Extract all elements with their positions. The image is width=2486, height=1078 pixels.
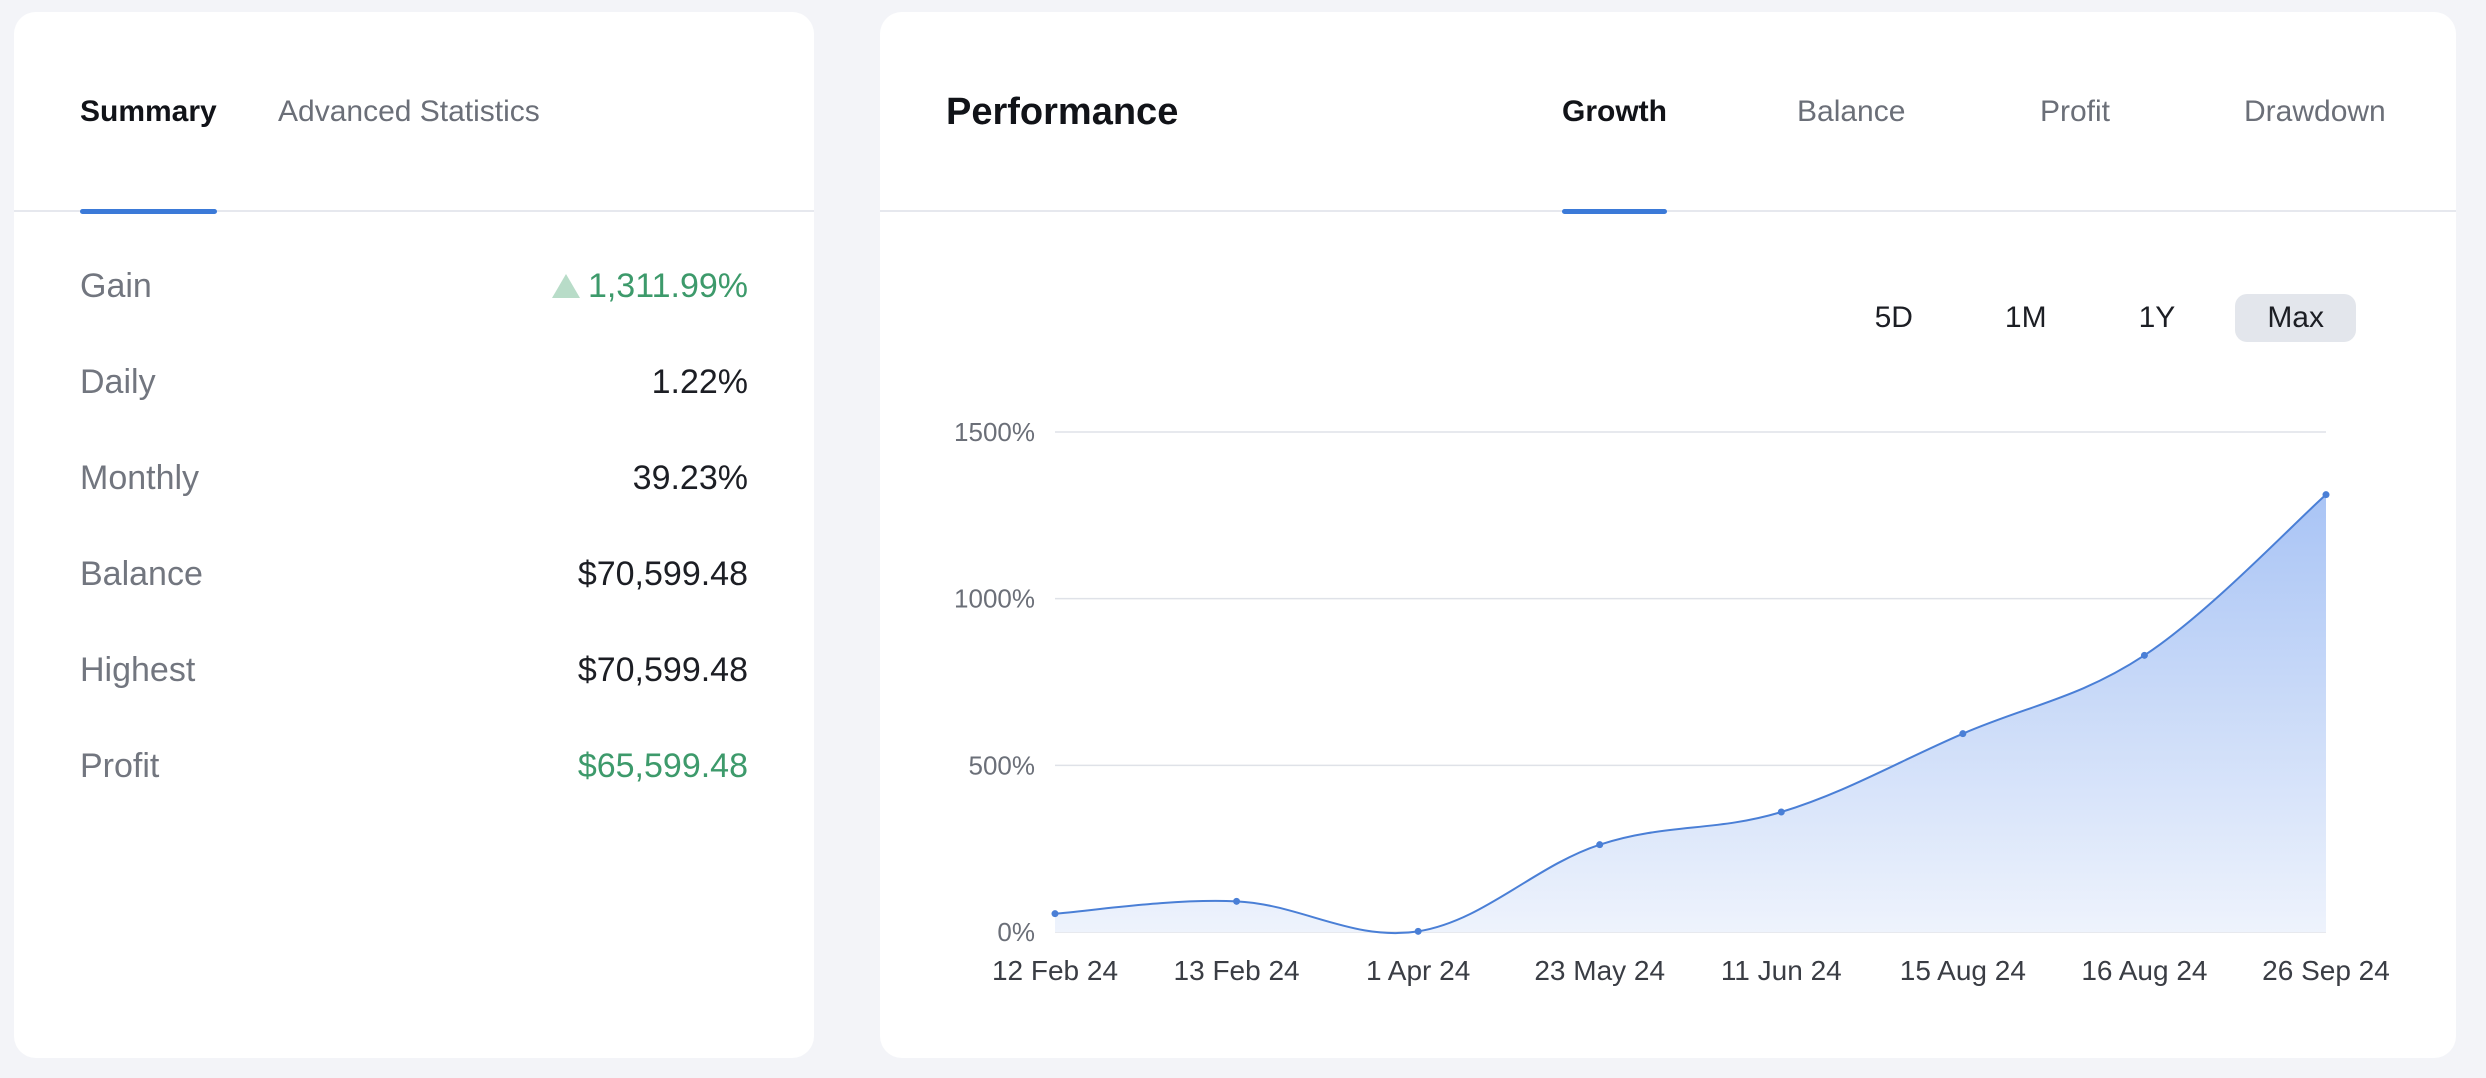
data-point: [1414, 927, 1422, 935]
stat-row-balance: Balance $70,599.48: [80, 544, 748, 604]
stat-value: 39.23%: [632, 458, 748, 497]
x-tick-label: 15 Aug 24: [1900, 955, 2026, 986]
growth-area: [1055, 494, 2326, 934]
data-point: [1777, 808, 1785, 816]
tab-summary[interactable]: Summary: [80, 12, 217, 214]
data-point: [2140, 651, 2148, 659]
data-point: [1596, 841, 1604, 849]
growth-chart: 0% 500% 1000% 1500% 12 Feb 24 13 Feb 24 1 Apr …: [954, 417, 2390, 986]
data-point: [1959, 730, 1967, 738]
stat-value: $70,599.48: [577, 650, 748, 689]
stat-label: Daily: [80, 362, 156, 401]
tab-balance[interactable]: Balance: [1797, 95, 1906, 128]
stat-label: Balance: [80, 554, 203, 593]
x-tick-label: 23 May 24: [1534, 955, 1665, 986]
time-range-selector: 5D 1M 1Y Max: [1815, 294, 2356, 342]
stat-value: 1.22%: [651, 362, 748, 401]
summary-card: Summary Advanced Statistics Gain 1,311.9…: [14, 12, 814, 1058]
stat-row-monthly: Monthly 39.23%: [80, 448, 748, 508]
range-5d-button[interactable]: 5D: [1874, 301, 1913, 334]
x-tick-label: 12 Feb 24: [992, 955, 1118, 986]
range-1m-button[interactable]: 1M: [2004, 301, 2047, 334]
tab-advanced-statistics[interactable]: Advanced Statistics: [278, 95, 540, 128]
stat-label: Profit: [80, 746, 160, 785]
data-point: [1051, 910, 1059, 918]
x-tick-label: 11 Jun 24: [1721, 955, 1842, 986]
tab-growth[interactable]: Growth: [1562, 12, 1667, 214]
stat-row-daily: Daily 1.22%: [80, 352, 748, 412]
data-point: [1233, 897, 1241, 905]
y-tick-label: 0%: [997, 917, 1035, 947]
y-tick-label: 500%: [969, 750, 1036, 780]
stat-value: $70,599.48: [577, 554, 748, 593]
data-point: [2322, 491, 2330, 499]
x-tick-label: 26 Sep 24: [2262, 955, 2390, 986]
range-max-button[interactable]: Max: [2235, 294, 2356, 342]
stat-value: $65,599.48: [577, 746, 748, 785]
stat-row-highest: Highest $70,599.48: [80, 640, 748, 700]
summary-tabbar: Summary Advanced Statistics: [14, 12, 814, 214]
performance-tabbar: Performance Growth Balance Profit Drawdo…: [880, 12, 2456, 214]
stat-row-gain: Gain 1,311.99%: [80, 256, 748, 316]
x-tick-label: 1 Apr 24: [1366, 955, 1470, 986]
trend-up-icon: [551, 274, 580, 298]
tab-drawdown[interactable]: Drawdown: [2244, 95, 2386, 128]
range-1y-button[interactable]: 1Y: [2138, 301, 2176, 334]
y-tick-label: 1000%: [954, 584, 1035, 614]
stat-row-profit: Profit $65,599.48: [80, 736, 748, 796]
gain-value: 1,311.99%: [587, 266, 748, 305]
x-tick-label: 13 Feb 24: [1174, 955, 1300, 986]
stat-label: Gain: [80, 266, 152, 305]
performance-card: Performance Growth Balance Profit Drawdo…: [880, 12, 2456, 1058]
stat-label: Highest: [80, 650, 196, 689]
page-title: Performance: [946, 90, 1179, 133]
y-tick-label: 1500%: [954, 417, 1035, 447]
stat-label: Monthly: [80, 458, 200, 497]
x-tick-label: 16 Aug 24: [2081, 955, 2207, 986]
stat-value: 1,311.99%: [551, 266, 748, 306]
tab-profit[interactable]: Profit: [2040, 95, 2111, 128]
growth-line: [1054, 493, 2327, 935]
